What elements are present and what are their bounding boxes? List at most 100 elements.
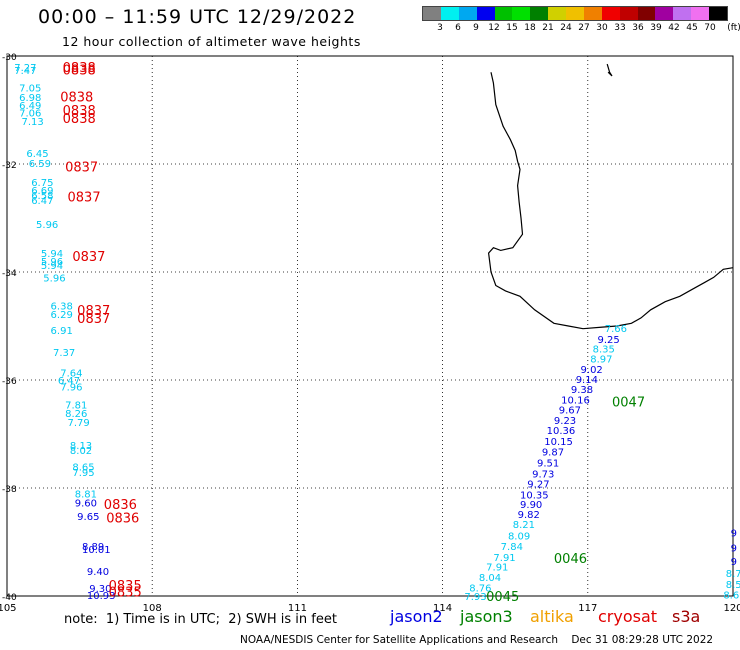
lon-tick-label: 111	[288, 603, 307, 614]
lon-tick-label: 117	[578, 603, 597, 614]
swh-value: 9.14	[576, 375, 598, 386]
time-label: 0835	[109, 586, 142, 601]
satellite-label-jason2: jason2	[390, 607, 443, 626]
swh-value: 10.36	[547, 426, 576, 437]
swh-value: 9	[731, 557, 737, 568]
satellite-label-s3a: s3a	[672, 607, 701, 626]
swh-value: 8.02	[70, 446, 92, 457]
time-label: 0046	[554, 552, 587, 567]
swh-value: 7.47	[14, 66, 36, 77]
swh-value: 7.37	[53, 348, 75, 359]
legend-labels: 3 6 9 12 15 18 21 24 27 30 33 36 39 42 45 70 (ft)	[422, 23, 740, 35]
swh-value: 7.79	[68, 418, 90, 429]
swh-value: 8.35	[593, 345, 615, 356]
time-label: 0837	[77, 304, 110, 319]
time-label: 0838	[60, 91, 93, 106]
legend-tick-label: 39	[650, 23, 662, 33]
legend-swatch	[709, 7, 727, 20]
map-frame	[6, 55, 734, 597]
swh-value: 6.45	[26, 149, 48, 160]
time-label: 0838	[63, 61, 96, 76]
lon-tick-label: 120	[723, 603, 740, 614]
swh-value: 10.01	[82, 545, 111, 556]
swh-value: 7.91	[486, 562, 508, 573]
swh-value: 9.67	[559, 406, 581, 417]
legend-swatch	[566, 7, 584, 20]
swh-value: 6.58	[31, 191, 53, 202]
swh-value: 5.96	[36, 220, 58, 231]
swh-value: 7.64	[60, 368, 82, 379]
lon-tick-label: 114	[433, 603, 452, 614]
legend-swatches	[422, 6, 728, 21]
legend-swatch	[494, 7, 513, 20]
legend-tick-label: 9	[473, 23, 479, 33]
swh-value: 6.47	[58, 376, 80, 387]
footer-credits: NOAA/NESDIS Center for Satellite Applica…	[240, 634, 714, 646]
time-label: 0838	[63, 112, 96, 127]
swh-value: 9.87	[542, 447, 564, 458]
satellite-label-cryosat: cryosat	[598, 607, 658, 626]
swh-value: 8.76	[469, 583, 491, 594]
swh-value: 9.65	[77, 512, 99, 523]
legend-tick-label: 18	[524, 23, 536, 33]
time-label: 0838	[63, 104, 96, 119]
swh-value: 8.89	[82, 542, 104, 553]
swh-value: 8.7	[726, 569, 740, 580]
legend-swatch	[655, 7, 674, 20]
swh-value: 9.38	[571, 385, 593, 396]
swh-value: 8.97	[590, 354, 612, 365]
swh-value: 9.82	[518, 510, 540, 521]
legend-tick-label: 6	[455, 23, 461, 33]
legend-tick-label: 24	[560, 23, 572, 33]
swh-value: 7.13	[22, 117, 44, 128]
time-label: 0838	[63, 64, 96, 79]
legend-tick-label: 30	[596, 23, 608, 33]
swh-value: 10.15	[544, 437, 573, 448]
time-label: 0837	[68, 190, 101, 205]
swh-value: 6.59	[29, 159, 51, 170]
legend-swatch	[601, 7, 620, 20]
swh-value: 9.51	[537, 459, 559, 470]
legend-swatch	[673, 7, 692, 20]
footer-note: note: 1) Time is in UTC; 2) SWH is in fe…	[64, 612, 337, 627]
island	[606, 63, 613, 77]
swh-value: 6.69	[31, 186, 53, 197]
swh-value: 10.16	[561, 395, 590, 406]
legend-tick-label: 33	[614, 23, 626, 33]
legend-tick-label: 3	[437, 23, 443, 33]
legend-tick-label: 36	[632, 23, 644, 33]
swh-value: 8.81	[75, 489, 97, 500]
swh-value: 8.26	[65, 409, 87, 420]
swh-value: 7.27	[14, 63, 36, 74]
lon-tick-label: 108	[143, 603, 162, 614]
swh-value: 6.49	[19, 101, 41, 112]
swh-value: 6.98	[19, 93, 41, 104]
lat-tick-label: -34	[2, 269, 17, 279]
swh-value: 9.90	[520, 500, 542, 511]
lat-tick-label: -30	[2, 53, 17, 63]
satellite-label-altika: altika	[530, 607, 574, 626]
swh-value: 7.66	[605, 324, 627, 335]
swh-value: 7.93	[464, 592, 486, 603]
swh-value: 7.84	[501, 542, 523, 553]
legend-swatch	[619, 7, 638, 20]
swh-value: 9.02	[581, 365, 603, 376]
time-label: 0837	[77, 312, 110, 327]
legend-unit: (ft)	[727, 23, 740, 33]
legend-swatch	[691, 7, 709, 20]
legend-swatch	[637, 7, 656, 20]
swh-value: 5.94	[41, 261, 63, 272]
legend-swatch	[423, 7, 441, 20]
swh-value: 5.96	[43, 273, 65, 284]
swh-value: 9.25	[597, 335, 619, 346]
swh-value: 7.05	[19, 83, 41, 94]
swh-value: 7.81	[65, 400, 87, 411]
swh-value: 8.09	[508, 532, 530, 543]
legend-swatch	[458, 7, 477, 20]
swh-value: 9.60	[75, 499, 97, 510]
swh-value: 6.75	[31, 178, 53, 189]
legend-tick-label: 27	[578, 23, 590, 33]
legend-swatch	[530, 7, 549, 20]
swh-value: 6.38	[51, 301, 73, 312]
